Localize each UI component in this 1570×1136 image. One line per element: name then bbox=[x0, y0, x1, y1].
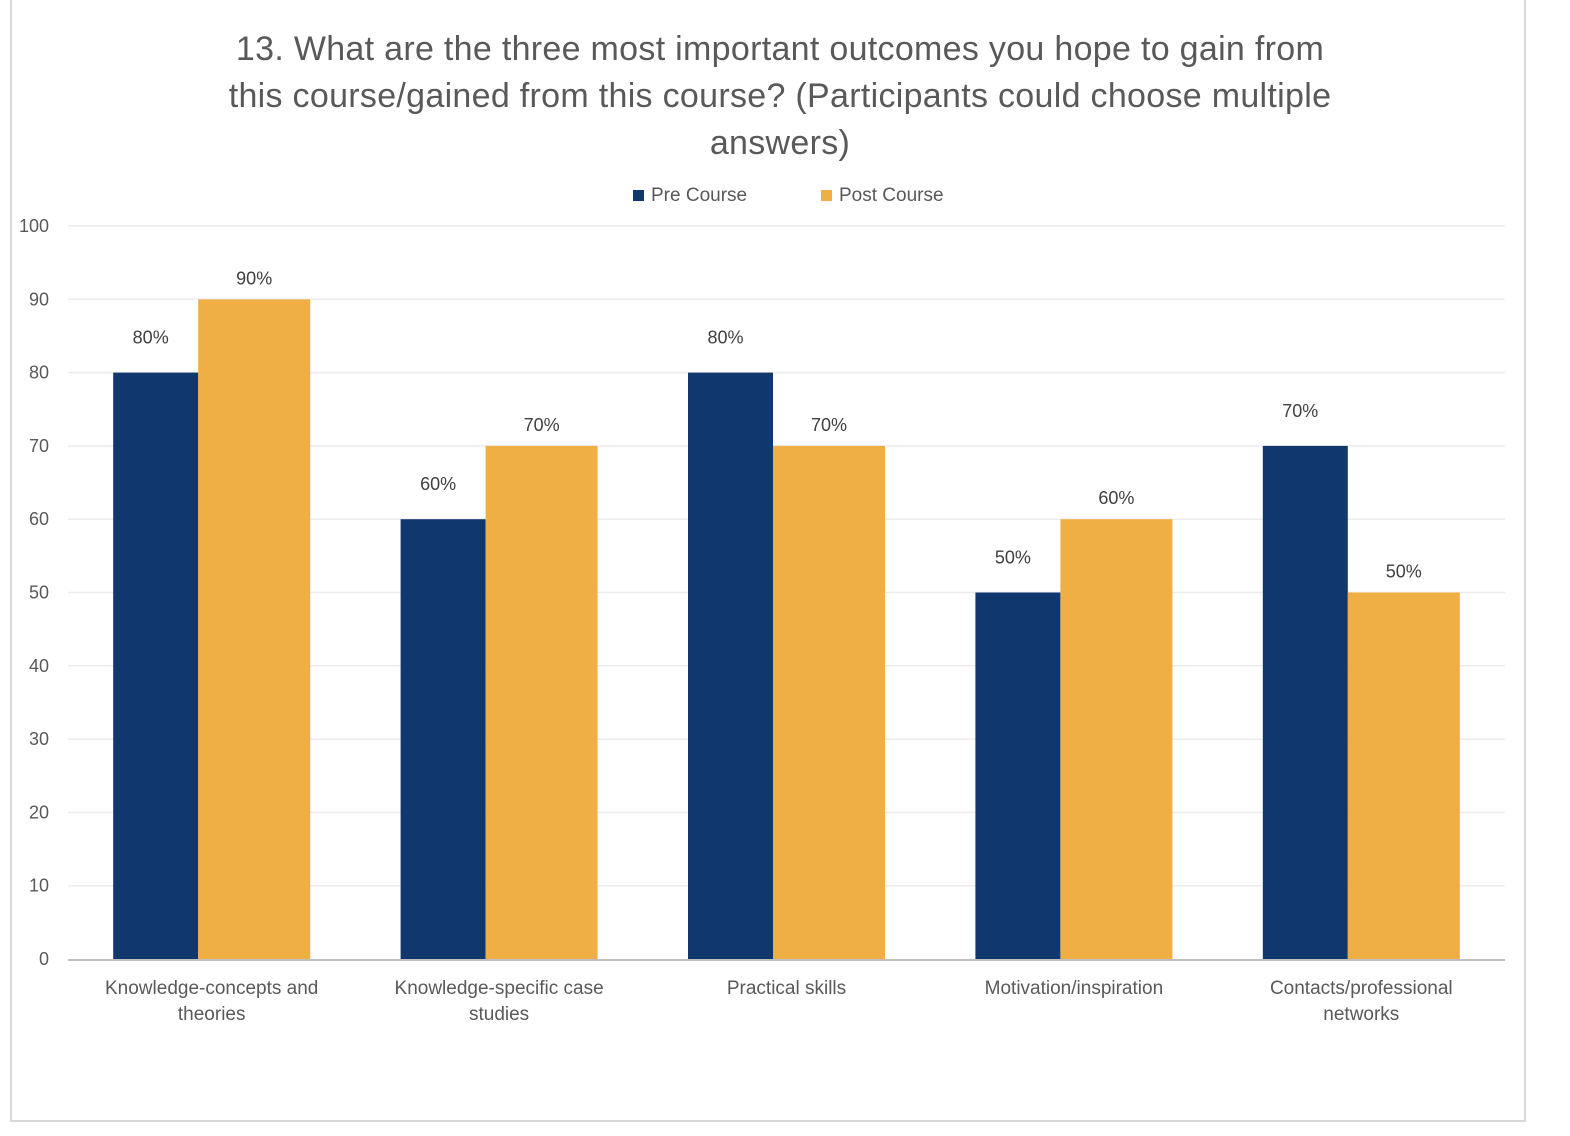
data-label: 70% bbox=[524, 415, 560, 435]
data-label: 80% bbox=[133, 328, 169, 348]
data-label: 60% bbox=[420, 474, 456, 494]
bar-pre-course bbox=[400, 519, 486, 959]
y-tick-label: 60 bbox=[29, 509, 49, 529]
bar-pre-course bbox=[975, 592, 1061, 959]
x-category-label: Knowledge-specific case bbox=[395, 978, 604, 999]
bar-post-course bbox=[198, 299, 311, 959]
data-label: 80% bbox=[707, 328, 743, 348]
y-tick-label: 70 bbox=[29, 436, 49, 456]
bar-post-course bbox=[773, 445, 885, 959]
y-tick-label: 10 bbox=[29, 876, 49, 896]
y-tick-label: 80 bbox=[29, 363, 49, 383]
y-tick-label: 30 bbox=[29, 729, 49, 749]
chart-title-line: 13. What are the three most important ou… bbox=[235, 30, 1325, 68]
x-category-label: Contacts/professional bbox=[1270, 978, 1453, 999]
bar-pre-course bbox=[1262, 445, 1348, 959]
y-tick-label: 90 bbox=[29, 289, 49, 309]
x-category-label: networks bbox=[1323, 1004, 1399, 1025]
legend-swatch-post-course bbox=[821, 190, 832, 201]
data-label: 50% bbox=[995, 548, 1031, 568]
y-tick-label: 50 bbox=[29, 583, 49, 603]
x-category-label: Motivation/inspiration bbox=[985, 978, 1163, 999]
legend-swatch-pre-course bbox=[633, 190, 644, 201]
x-category-label: studies bbox=[469, 1004, 529, 1025]
legend: Pre Course Post Course bbox=[0, 184, 1570, 208]
data-label: 70% bbox=[1282, 401, 1318, 421]
y-tick-label: 40 bbox=[29, 656, 49, 676]
chart-title: 13. What are the three most important ou… bbox=[150, 26, 1410, 167]
y-tick-label: 100 bbox=[19, 216, 49, 236]
bar-pre-course bbox=[688, 372, 773, 960]
bar-post-course bbox=[1060, 519, 1173, 959]
y-tick-label: 20 bbox=[29, 802, 49, 822]
bar-pre-course bbox=[113, 372, 199, 960]
legend-label: Post Course bbox=[839, 185, 944, 206]
x-category-label: Practical skills bbox=[727, 978, 846, 999]
chart-title-line: this course/gained from this course? (Pa… bbox=[228, 77, 1332, 115]
x-category-label: theories bbox=[178, 1004, 246, 1025]
data-label: 60% bbox=[1098, 488, 1134, 508]
legend-item-pre-course[interactable]: Pre Course bbox=[633, 184, 747, 208]
x-category-label: Knowledge-concepts and bbox=[105, 978, 318, 999]
bar-post-course bbox=[485, 445, 598, 959]
legend-item-post-course[interactable]: Post Course bbox=[821, 184, 944, 208]
y-tick-label: 0 bbox=[39, 949, 49, 969]
bar-post-course bbox=[1347, 592, 1460, 959]
chart-title-line: answers) bbox=[709, 124, 851, 162]
data-label: 90% bbox=[236, 268, 272, 288]
legend-label: Pre Course bbox=[651, 185, 748, 206]
data-label: 70% bbox=[811, 415, 847, 435]
data-label: 50% bbox=[1386, 562, 1422, 582]
